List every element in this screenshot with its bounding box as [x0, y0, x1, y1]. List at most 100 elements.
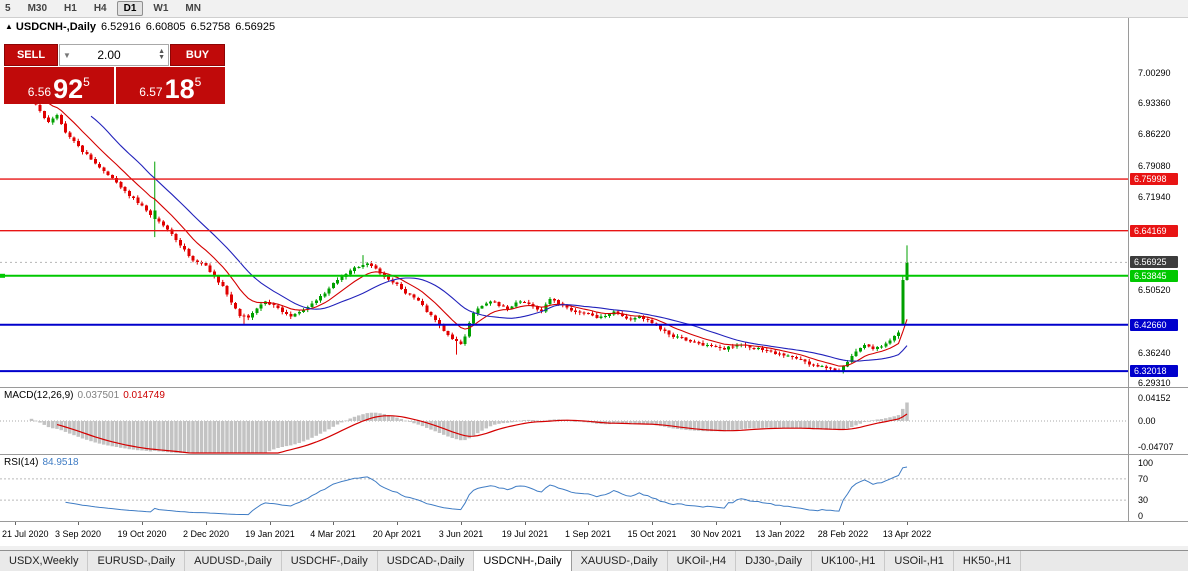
- macd-name: MACD(12,26,9): [4, 390, 74, 401]
- price-line-badge-current: 6.56925: [1130, 256, 1178, 268]
- price-line-badge-green: 6.53845: [1130, 270, 1178, 282]
- price-axis-label: 6.71940: [1138, 192, 1171, 202]
- chart-area: ▲ USDCNH-,Daily 6.52916 6.60805 6.52758 6.569…: [0, 18, 1188, 550]
- volume-dropdown-icon[interactable]: ▼: [63, 50, 71, 60]
- rsi-name: RSI(14): [4, 457, 39, 468]
- date-axis-tick: [588, 522, 589, 525]
- date-axis-label: 2 Dec 2020: [182, 529, 230, 539]
- tab-usdcnh-daily[interactable]: USDCNH-,Daily: [474, 551, 572, 571]
- tab-usdchf-daily[interactable]: USDCHF-,Daily: [282, 551, 378, 571]
- date-axis-tick: [525, 522, 526, 525]
- date-axis-tick: [461, 522, 462, 525]
- volume-field[interactable]: ▼ 2.00 ▲ ▼: [59, 44, 169, 66]
- tab-eurusd-daily[interactable]: EURUSD-,Daily: [88, 551, 186, 571]
- timeframe-button-m30[interactable]: M30: [27, 3, 48, 14]
- date-axis-tick: [652, 522, 653, 525]
- tab-usoil-h1[interactable]: USOil-,H1: [885, 551, 954, 571]
- date-axis-label: 3 Sep 2020: [54, 529, 102, 539]
- rsi-chart[interactable]: [0, 455, 1128, 522]
- price-line-badge-blue: 6.42660: [1130, 319, 1178, 331]
- tab-ukoil-h4[interactable]: UKOil-,H4: [668, 551, 737, 571]
- rsi-panel: RSI(14) 84.9518: [0, 455, 1128, 522]
- buy-price-prefix: 6.57: [139, 85, 163, 99]
- price-axis-label: 6.93360: [1138, 98, 1171, 108]
- price-line-badge-red: 6.64169: [1130, 225, 1178, 237]
- ohlc-low: 6.52758: [190, 21, 231, 33]
- sell-price-display[interactable]: 6.56 92 5: [4, 67, 114, 104]
- price-axis-rsi: 100 70 30 0: [1129, 455, 1188, 522]
- tab-usdx-weekly[interactable]: USDX,Weekly: [0, 551, 89, 571]
- date-axis-label: 1 Sep 2021: [564, 529, 612, 539]
- sell-button[interactable]: SELL: [4, 44, 58, 66]
- rsi-axis-label: 100: [1138, 458, 1154, 468]
- main-chart-panel: ▲ USDCNH-,Daily 6.52916 6.60805 6.52758 6.569…: [0, 18, 1128, 388]
- date-axis-label: 21 Jul 2020: [2, 529, 49, 539]
- date-axis-tick: [15, 522, 16, 525]
- price-axis-label: 6.50520: [1138, 285, 1171, 295]
- chart-symbol-period: USDCNH-,Daily: [15, 21, 96, 33]
- ohlc-close: 6.56925: [235, 21, 276, 33]
- ohlc-high: 6.60805: [145, 21, 186, 33]
- rsi-axis-label: 70: [1138, 474, 1149, 484]
- date-axis-label: 19 Jul 2021: [501, 529, 549, 539]
- rsi-axis-label: 0: [1138, 511, 1144, 521]
- price-axis-label: 6.36240: [1138, 348, 1171, 358]
- date-axis-label: 13 Apr 2022: [882, 529, 932, 539]
- price-axis-label: 6.79080: [1138, 161, 1171, 171]
- volume-up-icon[interactable]: ▲: [158, 48, 165, 55]
- date-axis-tick: [206, 522, 207, 525]
- volume-down-icon[interactable]: ▼: [158, 54, 165, 61]
- price-axis-label: 6.29310: [1138, 378, 1171, 388]
- sell-price-prefix: 6.56: [27, 85, 52, 99]
- tab-xauusd-daily[interactable]: XAUUSD-,Daily: [572, 551, 668, 571]
- timeframe-button-w1[interactable]: W1: [153, 3, 169, 14]
- one-click-trading-panel: SELL ▼ 2.00 ▲ ▼ BUY 6.56 92 5 6.57 18 5: [4, 44, 225, 104]
- timeframe-button-5[interactable]: 5: [5, 3, 11, 14]
- price-axis-main: 7.00290 6.93360 6.86220 6.79080 6.75998 6.719…: [1129, 18, 1188, 388]
- macd-chart[interactable]: [0, 388, 1128, 455]
- symbol-marker-icon: ▲: [5, 22, 13, 31]
- horizontal-scrollbar[interactable]: [0, 546, 1188, 550]
- timeframe-button-d1[interactable]: D1: [116, 1, 144, 16]
- timeframe-button-h4[interactable]: H4: [93, 3, 107, 14]
- date-axis-tick: [907, 522, 908, 525]
- macd-label: MACD(12,26,9) 0.037501 0.014749: [4, 390, 165, 401]
- date-axis-tick: [780, 522, 781, 525]
- rsi-axis-label: 30: [1138, 495, 1149, 505]
- price-line-badge-blue: 6.32018: [1130, 365, 1178, 377]
- timeframe-button-mn[interactable]: MN: [185, 3, 201, 14]
- macd-axis-label: -0.04707: [1138, 442, 1174, 452]
- date-axis-label: 15 Oct 2021: [627, 529, 677, 539]
- sell-price-sup: 5: [83, 75, 90, 89]
- date-axis-tick: [142, 522, 143, 525]
- timeframe-button-h1[interactable]: H1: [64, 3, 77, 14]
- price-axis: 7.00290 6.93360 6.86220 6.79080 6.75998 6.719…: [1128, 18, 1188, 522]
- macd-axis-label: 0.00: [1138, 416, 1156, 426]
- chart-tabbar: USDX,Weekly EURUSD-,Daily AUDUSD-,Daily USD…: [0, 550, 1188, 571]
- date-axis-label: 19 Oct 2020: [117, 529, 167, 539]
- price-axis-macd: 0.04152 0.00 -0.04707: [1129, 388, 1188, 455]
- date-axis-label: 28 Feb 2022: [817, 529, 869, 539]
- candlestick-chart[interactable]: [0, 18, 1128, 388]
- macd-main-value: 0.037501: [77, 390, 120, 401]
- date-axis-label: 19 Jan 2021: [245, 529, 295, 539]
- tab-uk100-h1[interactable]: UK100-,H1: [812, 551, 886, 571]
- tab-dj30-daily[interactable]: DJ30-,Daily: [736, 551, 812, 571]
- price-line-badge-red: 6.75998: [1130, 173, 1178, 185]
- tab-usdcad-daily[interactable]: USDCAD-,Daily: [378, 551, 475, 571]
- date-axis-label: 30 Nov 2021: [690, 529, 742, 539]
- buy-button[interactable]: BUY: [170, 44, 225, 66]
- tab-hk50-h1[interactable]: HK50-,H1: [954, 551, 1022, 571]
- chart-title: ▲ USDCNH-,Daily 6.52916 6.60805 6.52758 6.569…: [5, 21, 275, 33]
- tab-audusd-daily[interactable]: AUDUSD-,Daily: [185, 551, 282, 571]
- date-axis-label: 20 Apr 2021: [372, 529, 422, 539]
- buy-price-display[interactable]: 6.57 18 5: [115, 67, 225, 104]
- date-axis-tick: [843, 522, 844, 525]
- date-axis-label: 4 Mar 2021: [310, 529, 356, 539]
- volume-value[interactable]: 2.00: [97, 48, 121, 62]
- sell-price-big: 92: [53, 74, 84, 104]
- rsi-value: 84.9518: [42, 457, 79, 468]
- volume-spinner: ▲ ▼: [158, 48, 168, 61]
- date-axis-tick: [270, 522, 271, 525]
- price-axis-label: 6.86220: [1138, 129, 1171, 139]
